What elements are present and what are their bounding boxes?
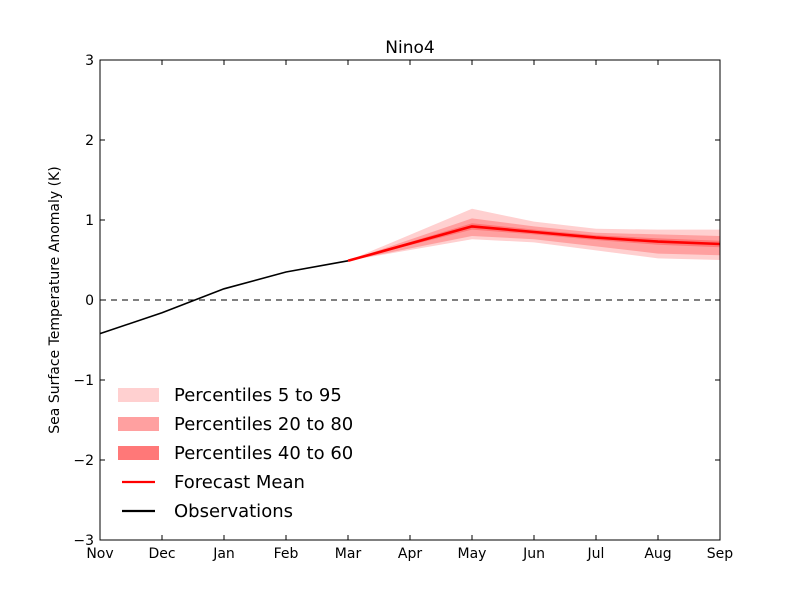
axis-ticks: Nov Dec Jan Feb Mar Apr May Jun Jul Aug Sep 3 2 1 0 −1 −… — [73, 53, 733, 562]
legend-label: Percentiles 20 to 80 — [174, 414, 353, 435]
y-tick-label: −3 — [73, 533, 94, 549]
chart-title: Nino4 — [385, 38, 434, 58]
x-tick-label: Aug — [644, 546, 671, 562]
x-tick-label: May — [458, 546, 487, 562]
legend: Percentiles 5 to 95 Percentiles 20 to 80 P… — [118, 385, 353, 522]
legend-label: Percentiles 5 to 95 — [174, 385, 342, 406]
x-tick-label: Sep — [707, 546, 734, 562]
forecast-mean-line — [347, 225, 721, 263]
x-tick-label: Nov — [86, 546, 113, 562]
x-tick-label: Dec — [148, 546, 175, 562]
y-tick-label: 1 — [85, 213, 94, 229]
legend-label: Percentiles 40 to 60 — [174, 443, 353, 464]
legend-entry: Percentiles 5 to 95 — [118, 385, 342, 406]
y-tick-label: −1 — [73, 373, 94, 389]
x-tick-label: Jul — [587, 546, 605, 562]
x-tick-label: Mar — [335, 546, 362, 562]
y-axis-label: Sea Surface Temperature Anomaly (K) — [47, 166, 63, 433]
percentile-band-1 — [348, 218, 720, 261]
y-tick-label: 3 — [85, 53, 94, 69]
legend-entry: Percentiles 40 to 60 — [118, 443, 353, 464]
legend-swatch — [118, 446, 159, 460]
y-tick-label: −2 — [73, 453, 94, 469]
observations-line — [99, 260, 349, 335]
legend-swatch — [118, 388, 159, 402]
legend-entry: Observations — [122, 501, 293, 522]
legend-entry: Forecast Mean — [122, 472, 305, 493]
x-tick-label: Feb — [274, 546, 299, 562]
y-tick-label: 0 — [85, 293, 94, 309]
legend-label: Observations — [174, 501, 293, 522]
x-tick-label: Apr — [398, 546, 422, 562]
y-tick-label: 2 — [85, 133, 94, 149]
series-lines — [99, 225, 721, 335]
legend-swatch — [118, 417, 159, 431]
x-tick-label: Jan — [212, 546, 235, 562]
legend-entry: Percentiles 20 to 80 — [118, 414, 353, 435]
x-tick-label: Jun — [522, 546, 545, 562]
legend-label: Forecast Mean — [174, 472, 305, 493]
